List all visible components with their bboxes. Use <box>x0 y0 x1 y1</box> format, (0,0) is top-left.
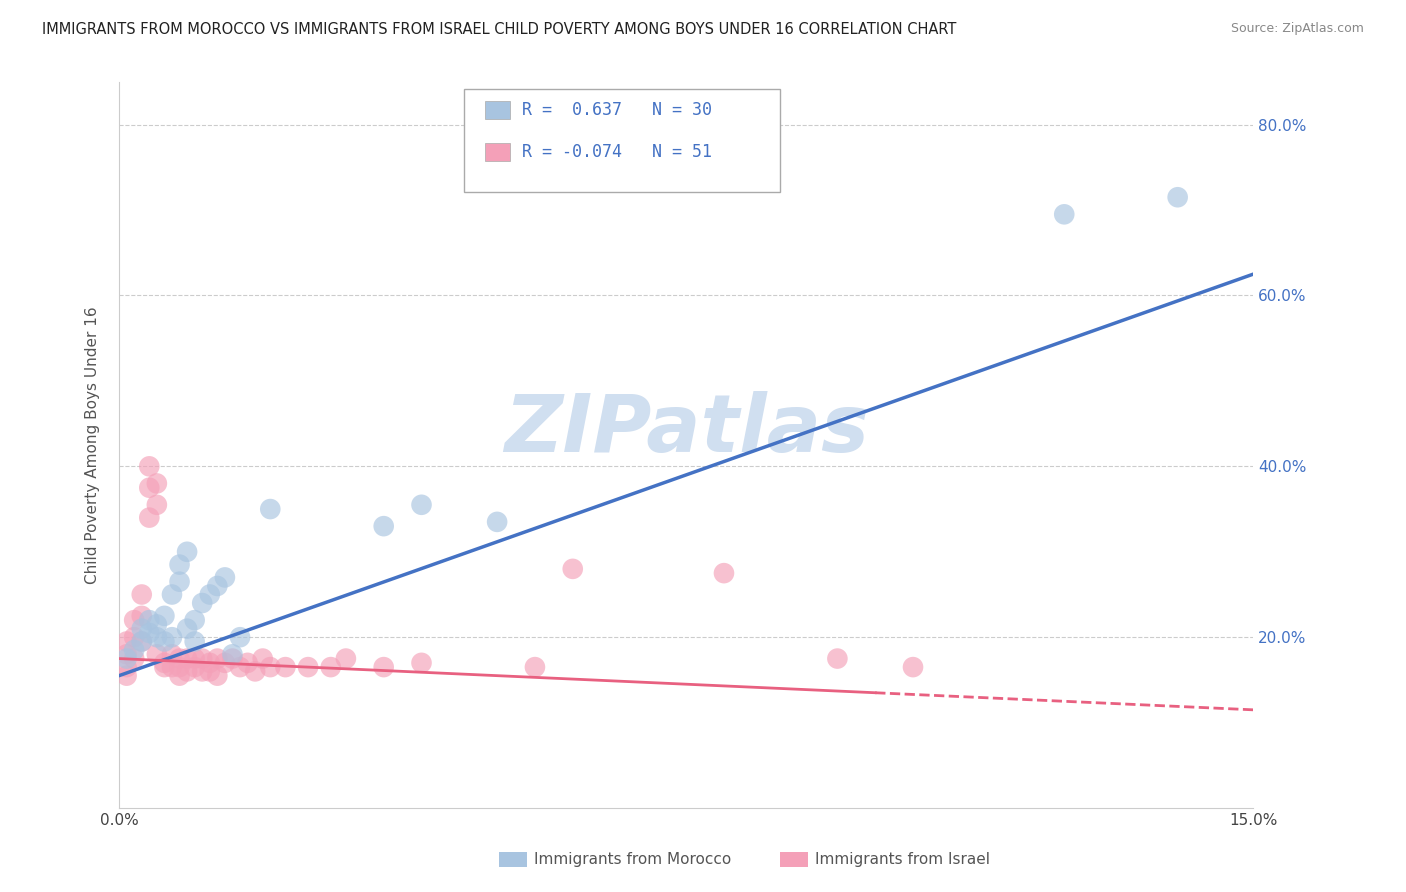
Text: IMMIGRANTS FROM MOROCCO VS IMMIGRANTS FROM ISRAEL CHILD POVERTY AMONG BOYS UNDER: IMMIGRANTS FROM MOROCCO VS IMMIGRANTS FR… <box>42 22 956 37</box>
Point <box>176 651 198 665</box>
Point <box>191 665 214 679</box>
Point <box>259 502 281 516</box>
Point <box>243 665 266 679</box>
Point <box>176 665 198 679</box>
Point <box>297 660 319 674</box>
Text: Immigrants from Morocco: Immigrants from Morocco <box>534 853 731 867</box>
Point <box>115 660 138 674</box>
Point <box>131 634 153 648</box>
Point <box>146 617 169 632</box>
Point <box>561 562 583 576</box>
Point <box>901 660 924 674</box>
Point <box>411 498 433 512</box>
Point <box>252 651 274 665</box>
Point <box>191 596 214 610</box>
Point <box>236 656 259 670</box>
Point <box>115 668 138 682</box>
Point <box>138 626 160 640</box>
Point <box>207 579 229 593</box>
Point <box>160 648 183 662</box>
Point <box>153 608 176 623</box>
Point <box>183 634 205 648</box>
Point <box>229 660 252 674</box>
Point <box>160 630 183 644</box>
Point <box>191 651 214 665</box>
Point <box>138 613 160 627</box>
Text: ZIPatlas: ZIPatlas <box>503 392 869 469</box>
Point <box>153 660 176 674</box>
Point <box>131 634 153 648</box>
Point <box>131 608 153 623</box>
Point <box>214 656 236 670</box>
Point <box>411 656 433 670</box>
Point <box>1053 207 1076 221</box>
Point <box>131 622 153 636</box>
Point <box>373 519 395 533</box>
Point <box>122 613 145 627</box>
Point <box>259 660 281 674</box>
Point <box>827 651 849 665</box>
Point <box>160 587 183 601</box>
Text: Source: ZipAtlas.com: Source: ZipAtlas.com <box>1230 22 1364 36</box>
Point <box>146 630 169 644</box>
Point <box>146 498 169 512</box>
Point <box>198 665 221 679</box>
Point <box>183 651 205 665</box>
Point <box>1167 190 1189 204</box>
Point <box>176 545 198 559</box>
Point <box>198 587 221 601</box>
Point <box>169 651 191 665</box>
Point <box>153 634 176 648</box>
Point <box>146 648 169 662</box>
Point <box>214 570 236 584</box>
Point <box>523 660 546 674</box>
Point <box>160 660 183 674</box>
Point <box>169 660 191 674</box>
Point <box>122 643 145 657</box>
Point <box>207 651 229 665</box>
Point <box>115 634 138 648</box>
Point <box>183 660 205 674</box>
Point <box>221 648 243 662</box>
Point <box>122 630 145 644</box>
Point <box>169 558 191 572</box>
Text: Immigrants from Israel: Immigrants from Israel <box>815 853 990 867</box>
Text: R = -0.074   N = 51: R = -0.074 N = 51 <box>522 143 711 161</box>
Point <box>207 668 229 682</box>
Point <box>486 515 509 529</box>
Point <box>138 481 160 495</box>
Point <box>153 656 176 670</box>
Point <box>115 651 138 665</box>
Point <box>274 660 297 674</box>
Point <box>131 587 153 601</box>
Point <box>335 651 357 665</box>
Point <box>221 651 243 665</box>
Point <box>146 476 169 491</box>
Point <box>713 566 735 581</box>
Point <box>229 630 252 644</box>
Point <box>319 660 342 674</box>
Point <box>169 574 191 589</box>
Point <box>176 622 198 636</box>
Point <box>373 660 395 674</box>
Point <box>138 459 160 474</box>
Point <box>169 668 191 682</box>
Y-axis label: Child Poverty Among Boys Under 16: Child Poverty Among Boys Under 16 <box>86 306 100 583</box>
Point <box>198 656 221 670</box>
Point <box>122 651 145 665</box>
Point <box>183 613 205 627</box>
Point <box>138 510 160 524</box>
Point <box>115 648 138 662</box>
Text: R =  0.637   N = 30: R = 0.637 N = 30 <box>522 101 711 119</box>
